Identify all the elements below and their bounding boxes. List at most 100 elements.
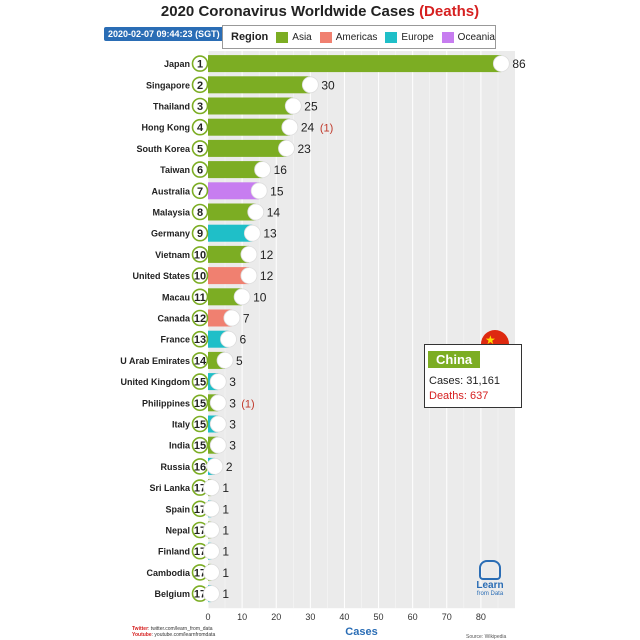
- x-tick-label: 70: [442, 612, 452, 622]
- bar: [208, 76, 311, 94]
- rank-badge: [191, 76, 209, 94]
- x-tick-label: 40: [339, 612, 349, 622]
- value-label: 2: [226, 460, 233, 474]
- rank-badge: [191, 97, 209, 115]
- category-label: France: [160, 335, 190, 345]
- rank-label: 3: [197, 101, 203, 113]
- bar: [208, 161, 263, 179]
- category-label: South Korea: [136, 144, 190, 154]
- legend-label-americas: Americas: [335, 31, 378, 43]
- footer-twitter-url: : twitter.com/learn_from_data: [148, 626, 213, 632]
- rank-label: 15: [194, 377, 206, 389]
- owl-icon: [479, 560, 501, 580]
- rank-label: 5: [197, 143, 203, 155]
- rank-badge: [191, 267, 209, 284]
- value-label: 12: [260, 269, 274, 283]
- flag-icon: [281, 118, 299, 136]
- rank-badge: [191, 309, 209, 327]
- china-deaths: Deaths: 637: [429, 390, 489, 402]
- deaths-label: (1): [320, 123, 333, 135]
- footer-youtube-label: Youtube: [132, 632, 152, 638]
- rank-label: 14: [194, 355, 207, 367]
- flag-icon: [203, 500, 220, 518]
- category-label: United States: [132, 271, 190, 281]
- x-tick-label: 50: [374, 612, 384, 622]
- rank-badge: [191, 203, 209, 221]
- category-label: U Arab Emirates: [120, 356, 190, 366]
- value-label: 25: [304, 100, 318, 114]
- category-label: Philippines: [142, 398, 190, 408]
- legend-entry-americas: Americas: [319, 31, 378, 43]
- rank-label: 11: [194, 292, 206, 304]
- flag-icon: [203, 542, 220, 560]
- value-label: 1: [222, 566, 229, 580]
- category-label: Australia: [151, 186, 191, 196]
- china-cases: Cases: 31,161: [429, 375, 500, 387]
- category-label: Nepal: [165, 526, 190, 536]
- flag-icon: [203, 479, 220, 497]
- china-name: China: [428, 351, 481, 368]
- bar: [208, 203, 256, 221]
- rank-badge: [191, 436, 209, 454]
- rank-label: 17: [194, 546, 206, 558]
- flag-icon: [278, 139, 295, 157]
- bar: [208, 118, 290, 136]
- rank-label: 4: [197, 122, 204, 134]
- category-label: Malaysia: [152, 208, 191, 218]
- logo-line1: Learn: [476, 580, 504, 591]
- legend-entry-europe: Europe: [385, 31, 434, 43]
- bar: [208, 224, 253, 242]
- x-axis-label: Cases: [345, 626, 377, 638]
- flag-icon: [254, 161, 271, 179]
- rank-label: 9: [197, 228, 203, 240]
- category-label: Finland: [158, 547, 190, 557]
- legend: Region Asia Americas Europe Oceania: [222, 25, 496, 49]
- rank-badge: [191, 140, 209, 157]
- flag-icon: [203, 564, 220, 581]
- rank-badge: [191, 118, 209, 136]
- value-label: 86: [512, 57, 526, 71]
- rank-badge: [191, 161, 209, 178]
- value-label: 7: [243, 312, 250, 326]
- rank-label: 2: [197, 80, 203, 92]
- value-label: 3: [229, 418, 236, 432]
- rank-label: 6: [197, 165, 203, 177]
- rank-badge: [191, 415, 209, 433]
- value-label: 1: [222, 524, 229, 538]
- value-label: 10: [253, 290, 267, 304]
- footer-source: Source: Wikipedia: [466, 634, 507, 640]
- category-label: Vietnam: [155, 250, 190, 260]
- rank-badge: [191, 55, 209, 72]
- bar: [208, 139, 287, 157]
- rank-label: 12: [194, 313, 206, 325]
- flag-icon: [209, 373, 227, 391]
- chart-title: 2020 Coronavirus Worldwide Cases (Deaths…: [0, 3, 640, 20]
- rank-label: 7: [197, 186, 203, 198]
- flag-icon: [250, 182, 268, 200]
- rank-label: 17: [194, 589, 206, 601]
- flag-icon: [223, 309, 241, 327]
- category-label: Belgium: [154, 589, 190, 599]
- footer-twitter-label: Twitter: [132, 626, 149, 632]
- value-label: 1: [222, 545, 229, 559]
- rank-label: 8: [197, 207, 203, 219]
- value-label: 23: [297, 142, 311, 156]
- category-label: Italy: [172, 420, 190, 430]
- rank-label: 17: [194, 567, 206, 579]
- footer-youtube: Youtube: youtube.com/learnfromdata: [132, 632, 215, 638]
- category-label: Taiwan: [160, 165, 190, 175]
- value-label: 13: [263, 227, 277, 241]
- value-label: 30: [321, 78, 335, 92]
- flag-icon: [209, 415, 227, 433]
- x-tick-label: 20: [271, 612, 281, 622]
- legend-swatch-europe: [385, 31, 398, 43]
- value-label: 15: [270, 184, 284, 198]
- x-tick-label: 10: [237, 612, 247, 622]
- flag-icon: [240, 267, 258, 285]
- bar: [208, 55, 502, 73]
- rank-badge: [191, 182, 209, 200]
- rank-badge: [191, 288, 209, 306]
- title-deaths: (Deaths): [419, 3, 480, 20]
- rank-badge: [191, 224, 209, 242]
